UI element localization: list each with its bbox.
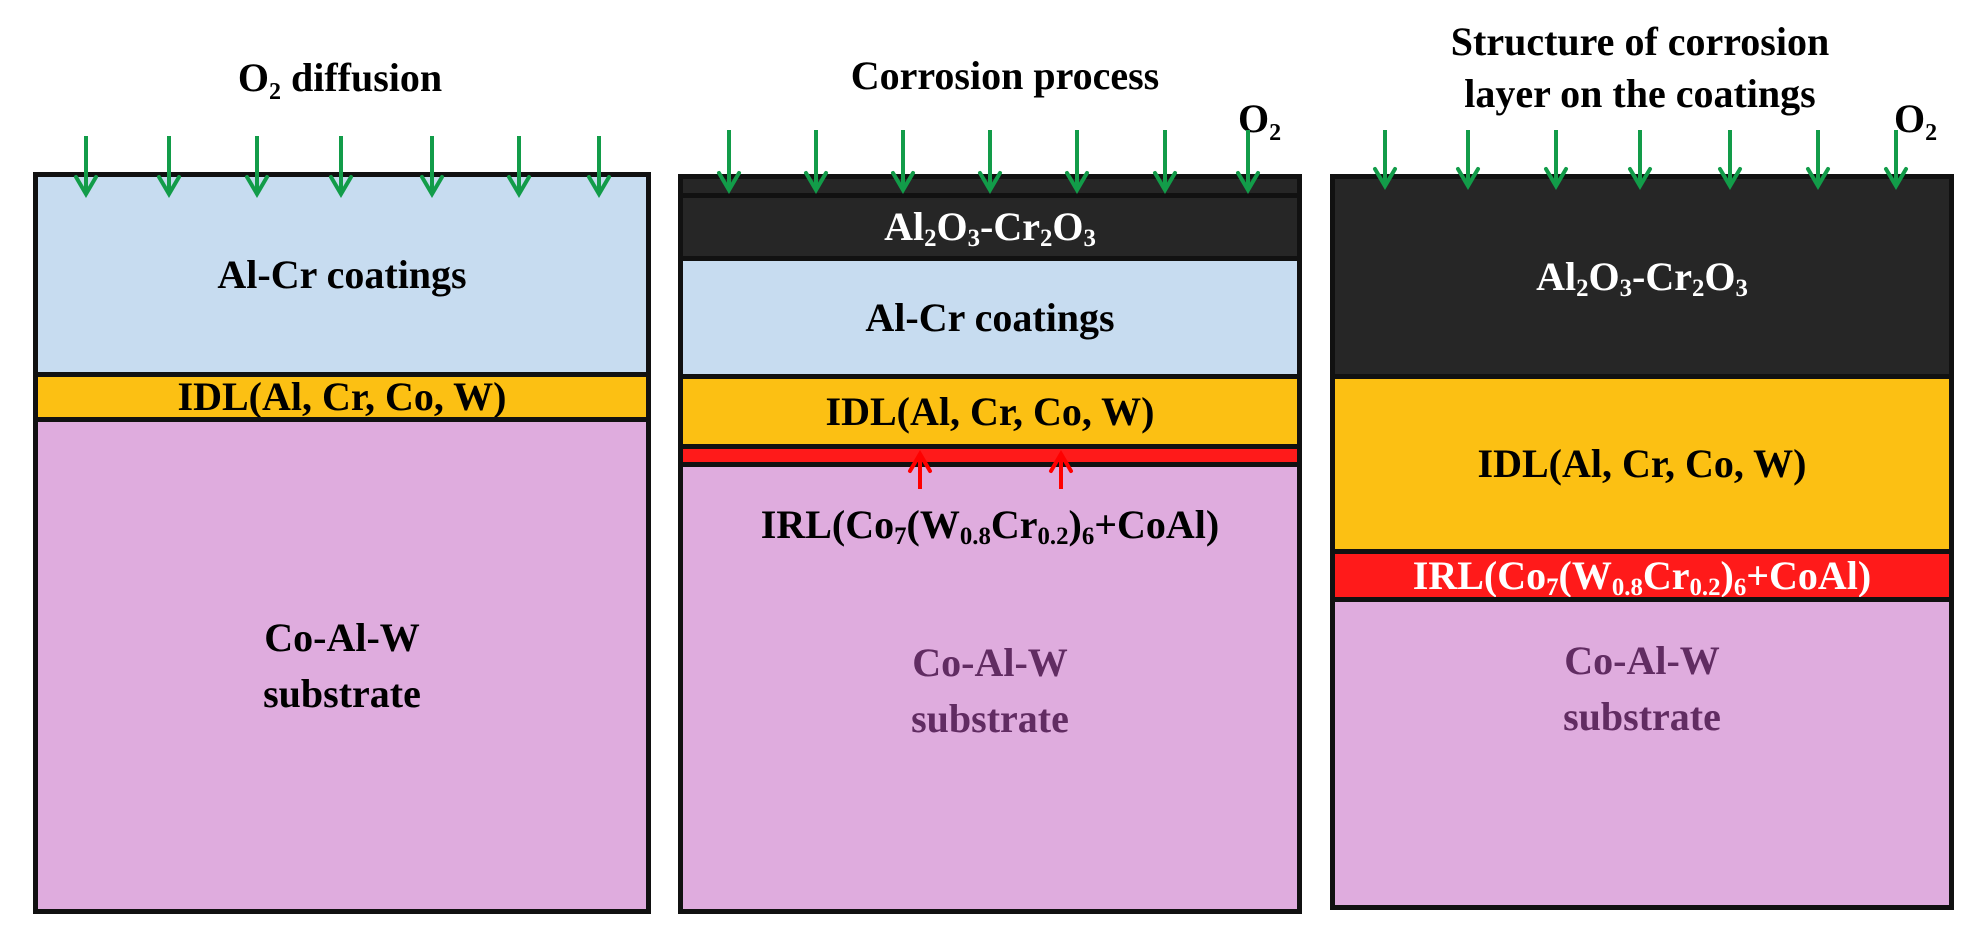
panel3-substrate-line2: substrate [1563, 693, 1721, 739]
panel2-idl-layer: IDL(Al, Cr, Co, W) [683, 374, 1297, 444]
panel3-substrate-line1: Co-Al-W [1564, 637, 1720, 683]
oxygen-arrow-down [245, 136, 269, 198]
oxygen-arrow-down [1544, 130, 1568, 190]
oxygen-arrow-down [587, 136, 611, 198]
panel1-coating-label: Al-Cr coatings [217, 251, 467, 297]
panel2-title-text: Corrosion process [850, 53, 1160, 98]
panel3-o2-label: O₂ [1894, 96, 1938, 141]
panel2-substrate-line2: substrate [911, 696, 1069, 741]
panel2-substrate-layer: IRL(Co7(W0.8Cr0.2)6+CoAl) Co-Al-W substr… [683, 462, 1297, 909]
oxygen-arrow-down [74, 136, 98, 198]
diffusion-arrow-up [1049, 450, 1073, 489]
panel2-stack: Al2O3-Cr2O3 Al-Cr coatings IDL(Al, Cr, C… [678, 174, 1302, 914]
oxygen-arrow-down [1884, 130, 1908, 190]
oxygen-arrow-down [157, 136, 181, 198]
oxygen-arrow-down [804, 130, 828, 194]
oxygen-arrow-down [507, 136, 531, 198]
panel2-oxide-layer: Al2O3-Cr2O3 [683, 193, 1297, 256]
oxygen-arrow-down [978, 130, 1002, 194]
oxygen-arrow-down [1236, 130, 1260, 194]
panel3-title-line1: Structure of corrosion [1450, 19, 1830, 64]
panel3-oxide-label: Al2O3-Cr2O3 [1536, 253, 1748, 302]
panel3-title: Structure of corrosion layer on the coat… [1330, 16, 1950, 120]
panel3-irl-layer: IRL(Co7(W0.8Cr0.2)6+CoAl) [1335, 549, 1949, 601]
oxygen-arrow-down [420, 136, 444, 198]
panel1-idl-label: IDL(Al, Cr, Co, W) [177, 374, 507, 419]
panel2-idl-label: IDL(Al, Cr, Co, W) [825, 388, 1155, 434]
panel1-title-text: O₂ diffusion [237, 55, 443, 100]
oxygen-arrow-down [329, 136, 353, 198]
panel2-coating-layer: Al-Cr coatings [683, 256, 1297, 374]
panel2-oxide-label: Al2O3-Cr2O3 [884, 204, 1096, 253]
oxygen-arrow-down [717, 130, 741, 194]
panel1-stack: Al-Cr coatings IDL(Al, Cr, Co, W) Co-Al-… [33, 172, 651, 914]
panel1-substrate-line2: substrate [263, 670, 421, 716]
panel3-stack: Al2O3-Cr2O3 IDL(Al, Cr, Co, W) IRL(Co7(W… [1330, 174, 1954, 910]
panel1-substrate-layer: Co-Al-W substrate [38, 417, 646, 909]
panel2-irl-label: IRL(Co7(W0.8Cr0.2)6+CoAl) [760, 502, 1220, 551]
panel2-irl-band [683, 444, 1297, 462]
oxygen-arrow-down [891, 130, 915, 194]
panel3-substrate-layer: Co-Al-W substrate [1335, 597, 1949, 905]
panel3-irl-label: IRL(Co7(W0.8Cr0.2)6+CoAl) [1412, 552, 1872, 601]
oxygen-arrow-down [1065, 130, 1089, 194]
panel1-idl-layer: IDL(Al, Cr, Co, W) [38, 372, 646, 417]
oxygen-arrow-down [1628, 130, 1652, 190]
panel1-coating-layer: Al-Cr coatings [38, 177, 646, 372]
panel3-idl-label: IDL(Al, Cr, Co, W) [1477, 441, 1807, 486]
oxygen-arrow-down [1456, 130, 1480, 190]
panel3-oxide-layer: Al2O3-Cr2O3 [1335, 179, 1949, 374]
oxygen-arrow-down [1718, 130, 1742, 190]
panel2-title: Corrosion process [700, 50, 1310, 102]
panel1-title: O₂ diffusion [60, 52, 620, 104]
oxygen-arrow-down [1806, 130, 1830, 190]
panel3-idl-layer: IDL(Al, Cr, Co, W) [1335, 374, 1949, 549]
panel2-substrate-line1: Co-Al-W [912, 640, 1068, 685]
oxygen-arrow-down [1153, 130, 1177, 194]
oxygen-arrow-down [1373, 130, 1397, 190]
panel2-o2-label: O₂ [1238, 96, 1282, 141]
panel1-substrate-line1: Co-Al-W [264, 614, 420, 660]
diffusion-arrow-up [908, 450, 932, 489]
panel2-coating-label: Al-Cr coatings [865, 294, 1115, 340]
panel3-title-line2: layer on the coatings [1464, 71, 1816, 116]
